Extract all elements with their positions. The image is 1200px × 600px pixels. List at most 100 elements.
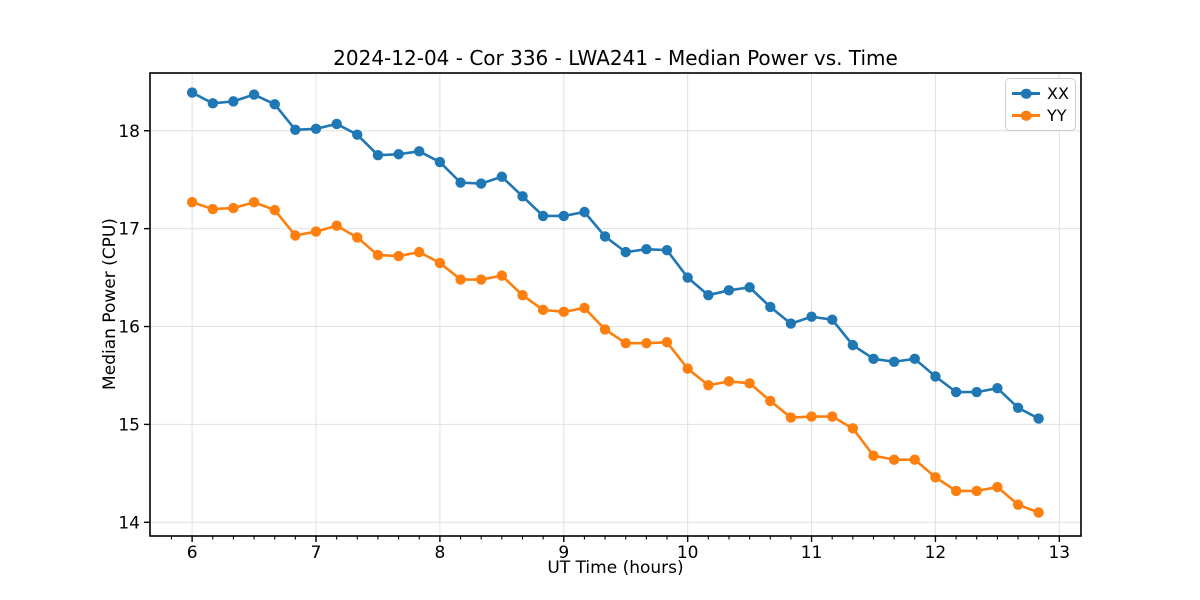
series-yy-markers [186,197,1044,518]
data-point [765,301,776,313]
data-point [620,337,631,349]
y-axis-label: Median Power (CPU) [100,218,120,390]
data-point [331,118,342,130]
legend-marker-xx [1020,88,1032,99]
x-tick-label: 6 [187,543,198,563]
data-point [703,380,714,391]
legend-label-xx: XX [1047,83,1069,103]
data-point [393,149,404,160]
data-point [352,129,363,140]
data-point [537,210,549,222]
plot-frame [149,72,1082,537]
data-point [310,123,322,134]
data-point [723,285,735,296]
data-point [537,304,549,316]
y-tick-label: 16 [118,318,140,338]
data-point [682,363,693,374]
data-point [620,246,631,258]
data-point [414,246,425,258]
data-point [269,99,280,110]
data-point [599,231,611,242]
data-point [352,232,363,243]
data-point [888,454,900,465]
data-point [248,197,260,208]
data-point [1033,507,1044,518]
series-xx-markers [186,87,1044,424]
data-point [1033,413,1044,424]
data-point [517,290,528,301]
data-point [331,220,342,231]
x-tick-label: 7 [311,543,322,563]
data-point [475,178,487,189]
data-point [414,146,425,157]
data-point [661,336,673,348]
data-point [744,282,755,293]
y-tick-label: 17 [118,220,140,240]
data-point [310,226,322,237]
data-point [558,306,569,318]
data-point [827,314,838,325]
legend-item-xx: XX [1012,84,1069,103]
legend-line-sample-yy [1012,110,1040,121]
data-point [599,324,611,335]
data-point [372,249,384,261]
data-point [703,290,714,301]
data-point [434,257,446,269]
data-point [971,386,982,398]
data-point [290,124,301,135]
series-xx [186,87,1044,424]
data-point [186,197,198,208]
data-point [207,98,219,109]
data-point [186,87,198,98]
data-point [723,376,735,387]
data-point [496,171,508,182]
series-xx-line [190,91,1040,420]
x-tick-label: 10 [677,543,699,563]
data-point [868,450,879,461]
x-tick-label: 8 [434,543,445,563]
data-point [517,191,528,202]
x-tick-label: 9 [558,543,569,563]
data-point [579,302,590,314]
x-axis-label: UT Time (hours) [547,558,684,578]
gridlines [150,73,1081,536]
data-point [765,395,776,407]
data-point [992,382,1003,394]
data-point [579,206,590,218]
data-point [971,485,982,497]
data-point [888,356,900,367]
data-point [269,204,280,216]
legend-item-yy: YY [1012,106,1069,125]
data-point [682,272,693,283]
data-point [868,353,879,365]
data-point [909,353,920,365]
data-point [744,378,755,389]
data-point [661,244,673,256]
data-point [228,96,239,107]
x-tick-label: 13 [1048,543,1070,563]
data-point [806,311,817,322]
data-point [455,177,466,188]
data-point [475,274,487,285]
data-point [641,243,652,255]
data-point [372,150,384,161]
data-point [827,411,838,422]
x-tick-label: 12 [925,543,947,563]
data-point [950,485,962,497]
data-point [930,472,941,483]
data-point [393,250,404,262]
y-tick-label: 14 [118,513,140,533]
data-point [847,339,859,351]
data-point [992,481,1003,493]
x-tick-labels: 6 7 8 9 10 11 12 13 [187,543,1070,563]
data-point [290,230,301,241]
data-point [847,423,859,434]
data-point [909,454,920,465]
data-point [558,210,569,222]
legend-marker-yy [1020,110,1032,121]
data-point [1012,499,1024,510]
axis-ticks [144,130,1061,542]
data-point [641,337,652,349]
